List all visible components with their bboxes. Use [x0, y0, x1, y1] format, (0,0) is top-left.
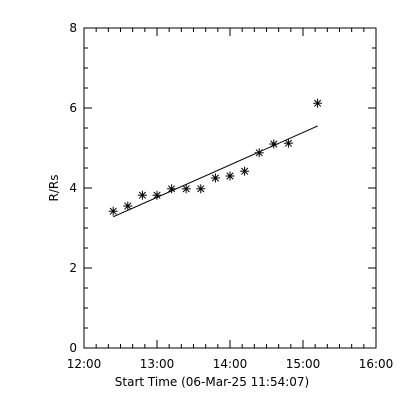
data-point [240, 166, 250, 176]
y-tick-label: 4 [69, 181, 77, 195]
data-point [137, 190, 147, 200]
axes-layer [83, 27, 377, 349]
fit-line-layer [112, 125, 318, 218]
data-point [269, 139, 279, 149]
y-tick-label: 8 [69, 21, 77, 35]
data-point [283, 138, 293, 148]
data-point [210, 173, 220, 183]
x-axis-label: Start Time (06-Mar-25 11:54:07) [115, 375, 309, 389]
data-point [108, 206, 118, 216]
data-point [254, 148, 264, 158]
x-tick-label: 12:00 [67, 357, 102, 371]
x-tick-label: 15:00 [286, 357, 321, 371]
y-tick-label: 2 [69, 261, 77, 275]
y-axis-label: R/Rs [47, 175, 61, 202]
y-tick-label: 6 [69, 101, 77, 115]
data-point [313, 98, 323, 108]
data-point [152, 190, 162, 200]
data-point [225, 171, 235, 181]
data-point [181, 184, 191, 194]
x-tick-label: 14:00 [213, 357, 248, 371]
x-tick-label: 16:00 [359, 357, 394, 371]
x-tick-label: 13:00 [140, 357, 175, 371]
labels-layer: Start Time (06-Mar-25 11:54:07) R/Rs [47, 175, 309, 389]
data-point [167, 184, 177, 194]
data-points-layer [108, 98, 323, 216]
fit-line [112, 125, 318, 218]
data-point [196, 184, 206, 194]
data-point [123, 201, 133, 211]
ticks-layer: 12:00 13:00 14:00 15:00 16:00 0 2 4 6 8 [67, 21, 394, 371]
plot-frame [83, 27, 377, 349]
y-tick-label: 0 [69, 341, 77, 355]
